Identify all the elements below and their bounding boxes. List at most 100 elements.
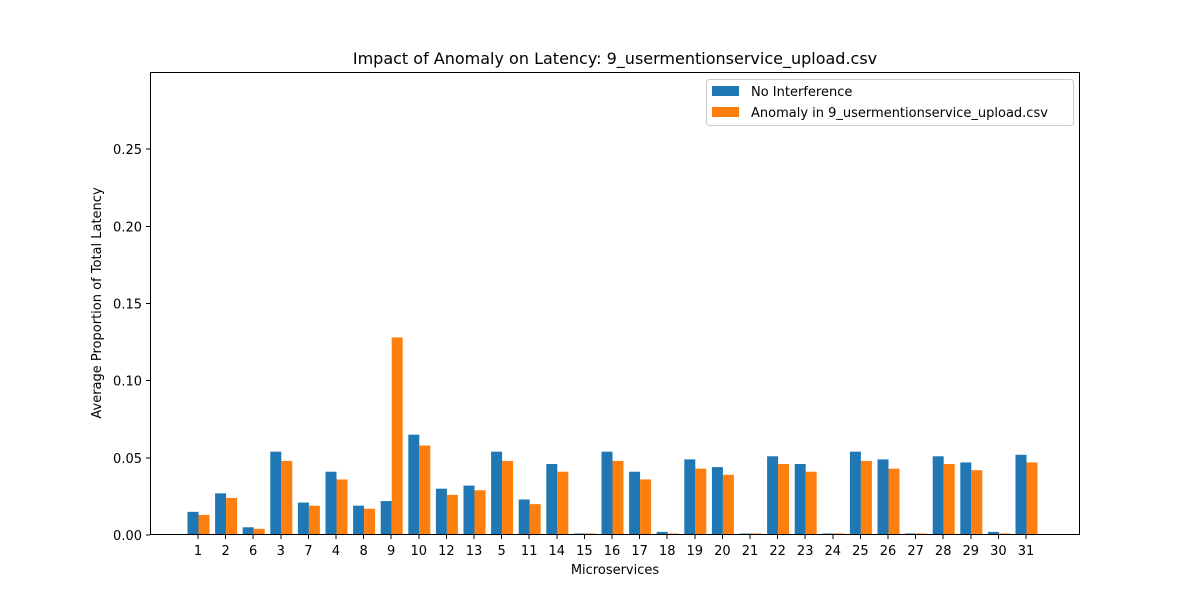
- bar-no-interference-14: [546, 464, 558, 535]
- x-axis: 1 2 6 3 7 4 8 9 10 12 13 5 11 14 15 16 17 18 19 20 21 22 23 24 2…: [194, 535, 1034, 559]
- bar-no-interference-12: [435, 488, 447, 535]
- x-tick-label-31: 31: [1018, 544, 1035, 559]
- bar-no-interference-6: [242, 527, 254, 535]
- bar-anomaly-29: [971, 470, 983, 535]
- bar-anomaly-14: [557, 471, 569, 535]
- bar-anomaly-10: [419, 445, 431, 535]
- x-tick-label-8: 8: [359, 544, 367, 559]
- bar-no-interference-2: [215, 493, 227, 535]
- x-tick-label-25: 25: [852, 544, 869, 559]
- bar-no-interference-30: [987, 531, 999, 535]
- legend-swatch-anomaly: [712, 107, 739, 117]
- bar-anomaly-22: [778, 464, 790, 535]
- x-tick-label-21: 21: [742, 544, 759, 559]
- bar-anomaly-31: [1026, 462, 1038, 535]
- x-tick-label-16: 16: [604, 544, 621, 559]
- x-tick-label-4: 4: [332, 544, 340, 559]
- bar-anomaly-26: [888, 468, 900, 535]
- bar-anomaly-17: [640, 479, 652, 535]
- bar-anomaly-9: [391, 337, 403, 535]
- x-tick-label-7: 7: [304, 544, 312, 559]
- bar-no-interference-10: [408, 434, 420, 535]
- x-tick-label-24: 24: [825, 544, 842, 559]
- bar-no-interference-4: [325, 471, 337, 535]
- y-axis: 0.00 0.05 0.10 0.15 0.20 0.25: [113, 143, 150, 544]
- bars-layer: [187, 337, 1038, 535]
- bar-anomaly-16: [612, 460, 624, 535]
- bar-anomaly-2: [226, 497, 238, 535]
- bar-no-interference-28: [932, 456, 944, 535]
- x-tick-label-10: 10: [411, 544, 428, 559]
- bar-no-interference-18: [656, 531, 668, 535]
- bar-anomaly-11: [529, 504, 541, 535]
- x-tick-label-22: 22: [769, 544, 786, 559]
- bar-anomaly-25: [860, 460, 872, 535]
- bar-no-interference-11: [518, 499, 530, 535]
- y-tick-label-0.15: 0.15: [113, 298, 142, 313]
- x-tick-label-9: 9: [387, 544, 395, 559]
- bar-no-interference-26: [877, 459, 889, 535]
- legend-label-no-interference: No Interference: [751, 85, 852, 100]
- bar-anomaly-19: [695, 468, 707, 535]
- bar-no-interference-31: [1015, 454, 1027, 535]
- bar-anomaly-13: [474, 490, 486, 535]
- bar-no-interference-20: [711, 467, 723, 535]
- bar-no-interference-19: [684, 459, 696, 535]
- x-tick-label-15: 15: [576, 544, 593, 559]
- x-axis-label: Microservices: [571, 563, 660, 578]
- y-tick-label-0.20: 0.20: [113, 220, 142, 235]
- bar-anomaly-4: [336, 479, 348, 535]
- bar-no-interference-17: [629, 471, 641, 535]
- bar-no-interference-23: [794, 464, 806, 535]
- y-tick-label-0.25: 0.25: [113, 143, 142, 158]
- x-tick-label-27: 27: [907, 544, 924, 559]
- legend-label-anomaly: Anomaly in 9_usermentionservice_upload.c…: [751, 106, 1048, 121]
- legend: No Interference Anomaly in 9_usermention…: [706, 79, 1074, 126]
- x-tick-label-17: 17: [631, 544, 648, 559]
- x-tick-label-30: 30: [990, 544, 1007, 559]
- x-tick-label-19: 19: [687, 544, 704, 559]
- bar-no-interference-29: [960, 462, 972, 535]
- bar-no-interference-9: [380, 501, 392, 535]
- x-tick-label-23: 23: [797, 544, 814, 559]
- y-tick-label-0.10: 0.10: [113, 375, 142, 390]
- x-tick-label-3: 3: [277, 544, 285, 559]
- bar-no-interference-7: [297, 502, 309, 535]
- legend-frame: [706, 79, 1074, 126]
- bar-anomaly-23: [805, 471, 817, 535]
- bar-no-interference-16: [601, 451, 613, 535]
- bar-anomaly-7: [308, 505, 320, 535]
- x-tick-label-20: 20: [714, 544, 731, 559]
- bar-no-interference-25: [849, 451, 861, 535]
- bar-no-interference-8: [353, 505, 365, 535]
- y-tick-label-0.05: 0.05: [113, 452, 142, 467]
- bar-no-interference-1: [187, 511, 199, 535]
- y-tick-label-0.00: 0.00: [113, 529, 142, 544]
- x-tick-label-12: 12: [438, 544, 455, 559]
- bar-anomaly-8: [364, 508, 376, 535]
- x-tick-label-26: 26: [880, 544, 897, 559]
- x-tick-label-28: 28: [935, 544, 952, 559]
- x-tick-label-5: 5: [497, 544, 505, 559]
- x-tick-label-29: 29: [963, 544, 980, 559]
- bar-anomaly-12: [446, 494, 458, 535]
- legend-swatch-no-interference: [712, 86, 739, 96]
- bar-no-interference-22: [767, 456, 779, 535]
- bar-no-interference-13: [463, 485, 475, 535]
- plot-frame: [150, 72, 1080, 535]
- x-tick-label-18: 18: [659, 544, 676, 559]
- bar-anomaly-6: [253, 528, 265, 535]
- x-tick-label-13: 13: [466, 544, 483, 559]
- bar-anomaly-5: [502, 460, 514, 535]
- bar-no-interference-3: [270, 451, 282, 535]
- bar-anomaly-1: [198, 514, 210, 535]
- bar-no-interference-5: [491, 451, 503, 535]
- x-tick-label-1: 1: [194, 544, 202, 559]
- bar-anomaly-3: [281, 460, 293, 535]
- bar-anomaly-20: [722, 474, 734, 535]
- x-tick-label-2: 2: [221, 544, 229, 559]
- bar-anomaly-28: [943, 464, 955, 535]
- y-axis-label: Average Proportion of Total Latency: [90, 187, 105, 419]
